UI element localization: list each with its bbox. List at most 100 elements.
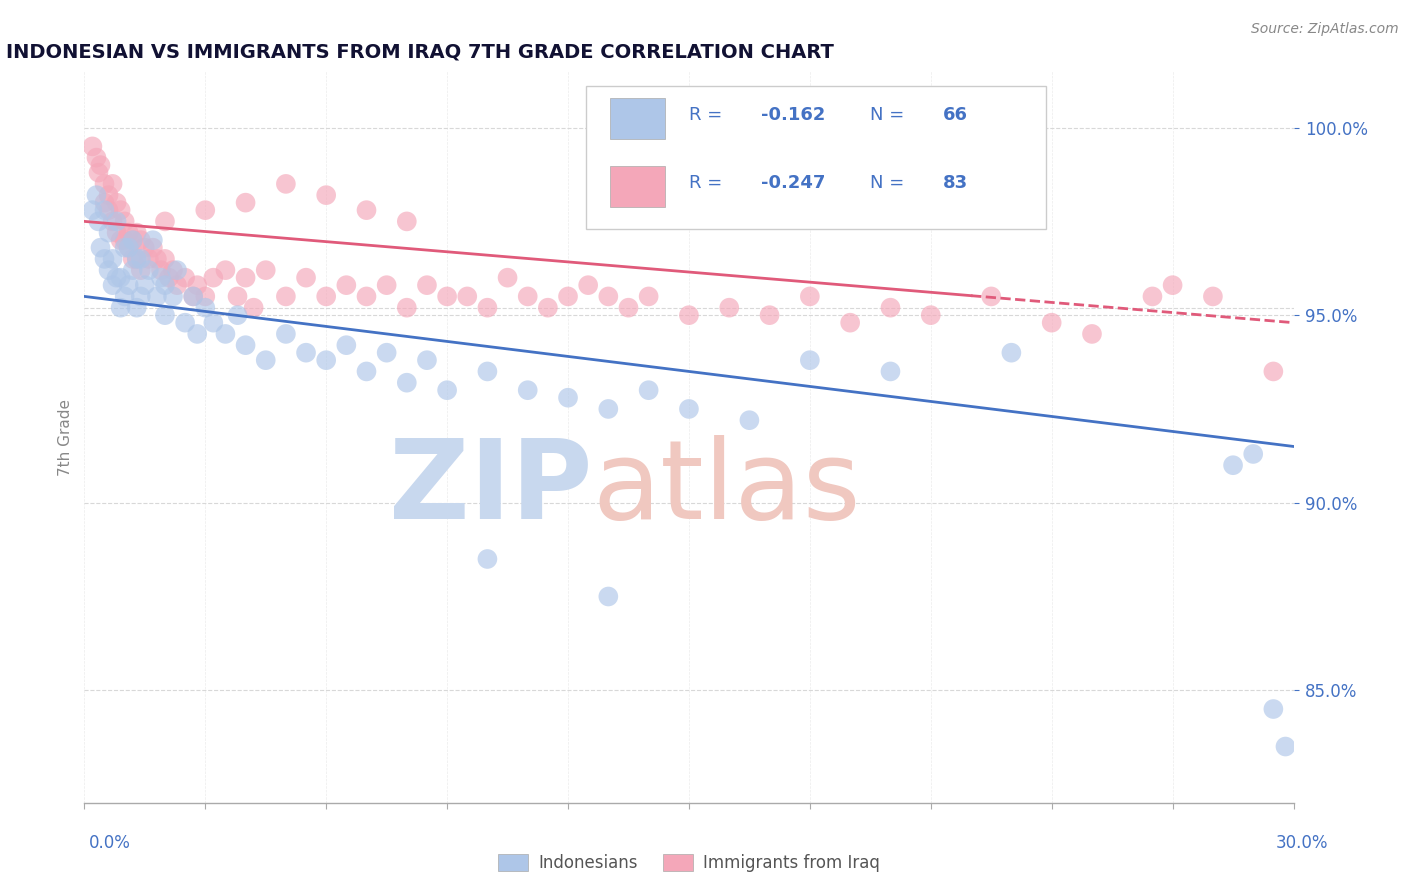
Text: INDONESIAN VS IMMIGRANTS FROM IRAQ 7TH GRADE CORRELATION CHART: INDONESIAN VS IMMIGRANTS FROM IRAQ 7TH G…: [6, 43, 834, 62]
Point: [105, 214, 128, 228]
Point: [598, 590, 620, 604]
Point: [146, 252, 169, 266]
Point: [89, 241, 111, 255]
Point: [186, 326, 208, 341]
Point: [105, 270, 128, 285]
Point: [1081, 326, 1104, 341]
Point: [110, 270, 132, 285]
Point: [980, 289, 1002, 303]
Point: [496, 270, 519, 285]
Text: -0.247: -0.247: [762, 174, 825, 192]
Point: [416, 353, 439, 368]
Point: [1000, 345, 1022, 359]
Point: [153, 252, 176, 266]
FancyBboxPatch shape: [610, 98, 665, 138]
FancyBboxPatch shape: [586, 86, 1046, 228]
Point: [879, 364, 901, 378]
Point: [194, 203, 217, 218]
Point: [456, 289, 478, 303]
Point: [118, 226, 141, 240]
Point: [138, 252, 160, 266]
Point: [174, 316, 197, 330]
Point: [93, 195, 115, 210]
Point: [416, 278, 439, 293]
Point: [799, 353, 821, 368]
Point: [1222, 458, 1244, 473]
Point: [879, 301, 901, 315]
Point: [142, 233, 165, 247]
Point: [82, 139, 104, 153]
FancyBboxPatch shape: [610, 167, 665, 207]
Point: [274, 289, 297, 303]
Text: 66: 66: [943, 106, 967, 124]
Point: [226, 289, 249, 303]
Point: [181, 289, 204, 303]
Point: [395, 376, 418, 390]
Point: [110, 301, 132, 315]
Text: 0.0%: 0.0%: [89, 834, 131, 852]
Point: [436, 289, 458, 303]
Point: [1142, 289, 1164, 303]
Point: [142, 241, 165, 255]
Point: [1263, 364, 1285, 378]
Point: [1263, 702, 1285, 716]
Point: [93, 177, 115, 191]
Point: [375, 278, 398, 293]
Point: [121, 263, 143, 277]
Point: [125, 301, 148, 315]
Point: [557, 391, 579, 405]
Text: 30.0%: 30.0%: [1277, 834, 1329, 852]
Point: [202, 270, 225, 285]
Point: [254, 263, 277, 277]
Point: [214, 326, 236, 341]
Point: [105, 226, 128, 240]
Text: -0.162: -0.162: [762, 106, 825, 124]
Point: [617, 301, 640, 315]
Text: N =: N =: [870, 174, 910, 192]
Point: [82, 203, 104, 218]
Point: [118, 278, 141, 293]
Point: [86, 188, 108, 202]
Text: R =: R =: [689, 106, 728, 124]
Point: [678, 308, 700, 322]
Point: [97, 203, 120, 218]
Point: [1161, 278, 1184, 293]
Point: [114, 241, 136, 255]
Y-axis label: 7th Grade: 7th Grade: [58, 399, 73, 475]
Point: [114, 214, 136, 228]
Point: [166, 278, 188, 293]
Point: [395, 214, 418, 228]
Point: [87, 214, 110, 228]
Point: [101, 252, 124, 266]
Point: [162, 289, 184, 303]
Point: [129, 252, 152, 266]
Point: [93, 252, 115, 266]
Text: R =: R =: [689, 174, 728, 192]
Point: [1274, 739, 1296, 754]
Point: [799, 289, 821, 303]
Point: [537, 301, 560, 315]
Point: [356, 364, 378, 378]
Point: [162, 263, 184, 277]
Point: [105, 195, 128, 210]
Point: [295, 345, 318, 359]
Point: [477, 301, 499, 315]
Point: [637, 289, 659, 303]
Point: [678, 401, 700, 416]
Point: [97, 263, 120, 277]
Text: 83: 83: [943, 174, 967, 192]
Text: N =: N =: [870, 106, 910, 124]
Point: [93, 203, 115, 218]
Point: [235, 195, 257, 210]
Point: [356, 203, 378, 218]
Point: [598, 289, 620, 303]
Point: [477, 364, 499, 378]
Point: [235, 270, 257, 285]
Point: [315, 188, 337, 202]
Point: [395, 301, 418, 315]
Point: [118, 241, 141, 255]
Point: [295, 270, 318, 285]
Point: [557, 289, 579, 303]
Point: [181, 289, 204, 303]
Point: [576, 278, 599, 293]
